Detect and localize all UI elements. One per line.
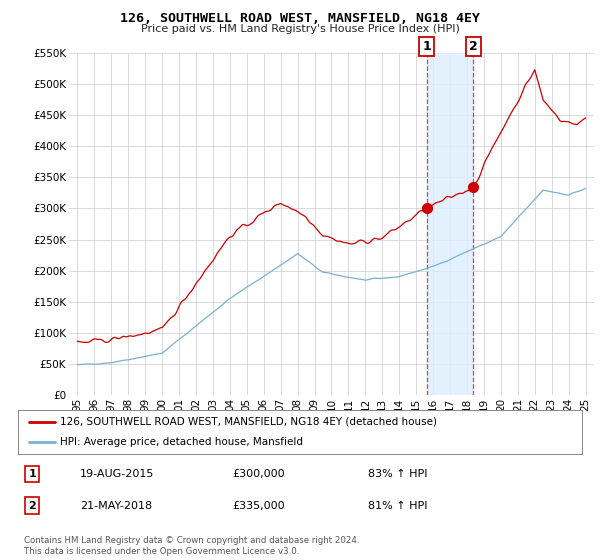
Text: Price paid vs. HM Land Registry's House Price Index (HPI): Price paid vs. HM Land Registry's House … — [140, 24, 460, 34]
Text: £300,000: £300,000 — [232, 469, 285, 479]
Text: 1: 1 — [422, 40, 431, 53]
Text: 21-MAY-2018: 21-MAY-2018 — [80, 501, 152, 511]
Text: Contains HM Land Registry data © Crown copyright and database right 2024.
This d: Contains HM Land Registry data © Crown c… — [24, 536, 359, 556]
Text: 83% ↑ HPI: 83% ↑ HPI — [368, 469, 427, 479]
Text: 126, SOUTHWELL ROAD WEST, MANSFIELD, NG18 4EY (detached house): 126, SOUTHWELL ROAD WEST, MANSFIELD, NG1… — [60, 417, 437, 427]
Text: 19-AUG-2015: 19-AUG-2015 — [80, 469, 154, 479]
Text: 2: 2 — [28, 501, 36, 511]
Text: 1: 1 — [28, 469, 36, 479]
Text: 126, SOUTHWELL ROAD WEST, MANSFIELD, NG18 4EY: 126, SOUTHWELL ROAD WEST, MANSFIELD, NG1… — [120, 12, 480, 25]
Text: 81% ↑ HPI: 81% ↑ HPI — [368, 501, 427, 511]
Text: 2: 2 — [469, 40, 478, 53]
Text: £335,000: £335,000 — [232, 501, 285, 511]
Text: HPI: Average price, detached house, Mansfield: HPI: Average price, detached house, Mans… — [60, 437, 304, 447]
Bar — [427, 53, 473, 395]
